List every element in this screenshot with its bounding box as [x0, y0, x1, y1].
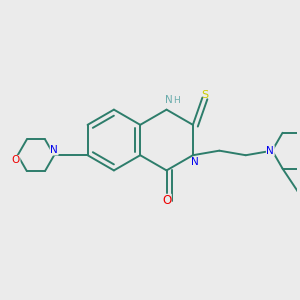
- Text: N: N: [165, 95, 172, 105]
- Text: O: O: [162, 194, 171, 207]
- Text: S: S: [202, 90, 209, 100]
- Text: O: O: [12, 155, 20, 165]
- Text: N: N: [266, 146, 274, 156]
- Text: N: N: [50, 145, 58, 155]
- Text: H: H: [173, 96, 179, 105]
- Text: N: N: [191, 157, 199, 167]
